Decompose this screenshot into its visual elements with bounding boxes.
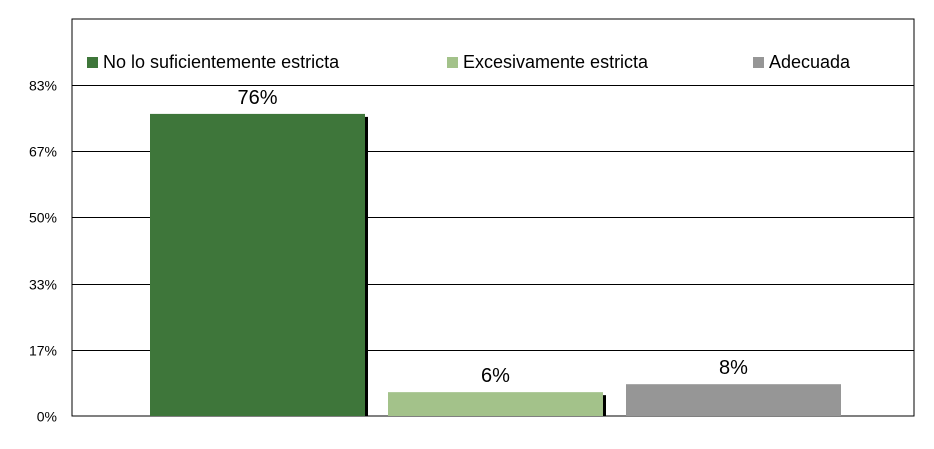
data-labels: 76% 6% 8% [237, 87, 748, 387]
legend-swatch [753, 57, 764, 68]
legend-label: Adecuada [769, 52, 851, 72]
y-tick-label: 83% [29, 78, 57, 94]
y-tick-label: 33% [29, 277, 57, 293]
y-tick-label: 67% [29, 144, 57, 160]
legend-swatch [87, 57, 98, 68]
y-tick-label: 0% [37, 409, 57, 425]
y-tick-label: 17% [29, 343, 57, 359]
legend-label: Excesivamente estricta [463, 52, 649, 72]
data-label: 8% [719, 357, 748, 379]
legend: No lo suficientemente estricta Excesivame… [87, 52, 851, 72]
legend-swatch [447, 57, 458, 68]
bar-2 [388, 392, 603, 416]
bar-3 [626, 384, 841, 416]
y-axis-tick-labels: 0% 17% 33% 50% 67% 83% [29, 78, 57, 425]
y-tick-label: 50% [29, 210, 57, 226]
data-label: 6% [481, 365, 510, 387]
legend-label: No lo suficientemente estricta [103, 52, 340, 72]
bars [150, 113, 841, 417]
bar-1 [150, 113, 365, 417]
data-label: 76% [237, 87, 277, 109]
